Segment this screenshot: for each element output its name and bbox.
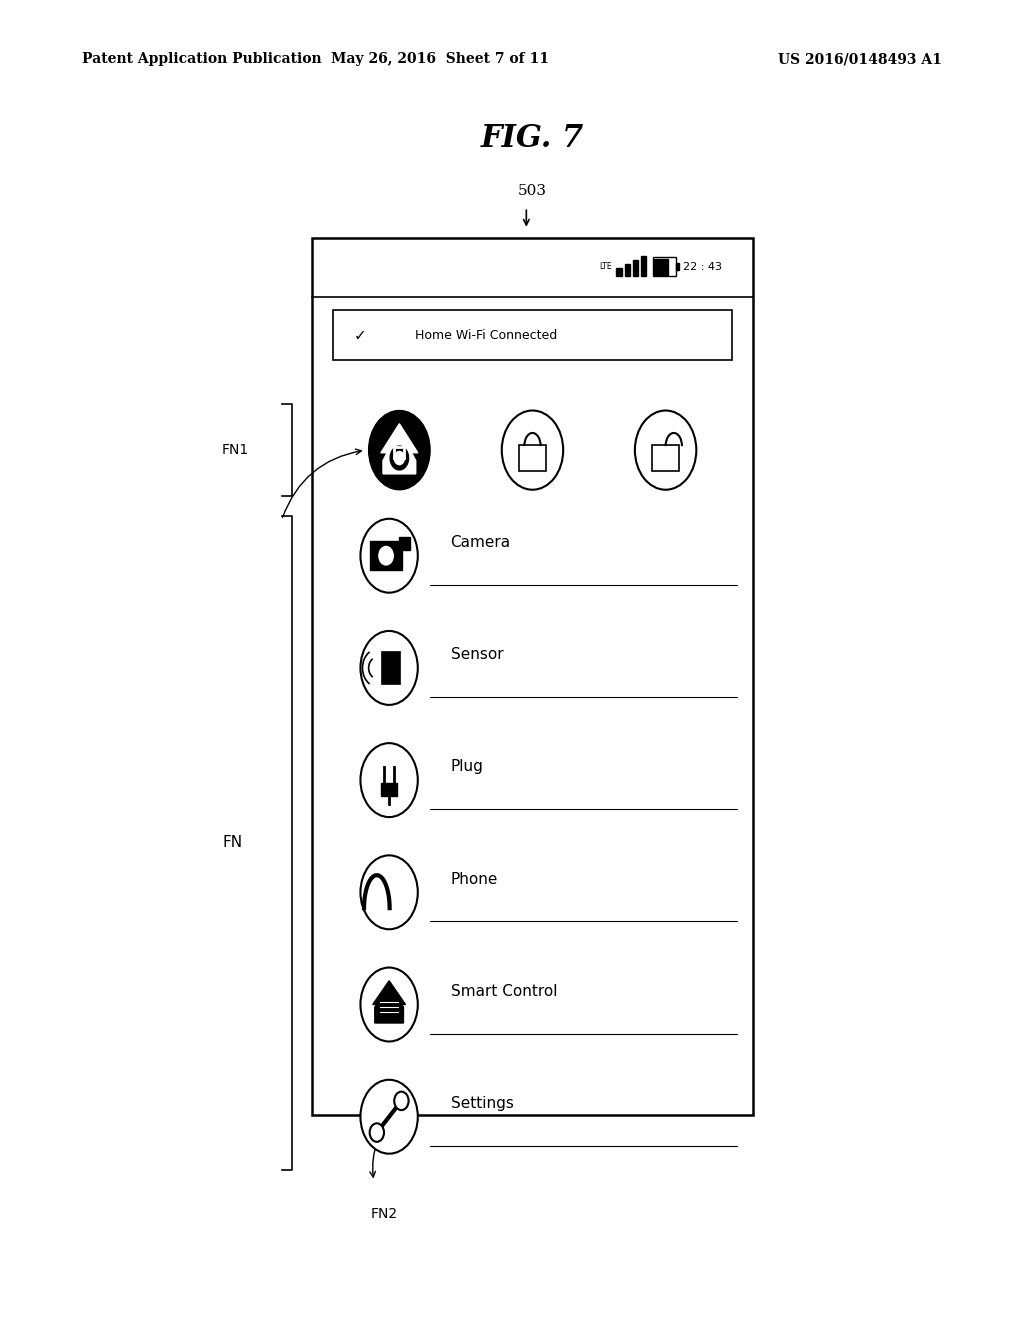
Text: Sensor: Sensor [451,647,503,663]
Text: ✓: ✓ [353,327,366,343]
Text: FIG. 7: FIG. 7 [481,123,584,154]
Text: Home Wi-Fi Connected: Home Wi-Fi Connected [415,329,557,342]
Bar [654,259,668,275]
Circle shape [370,1123,384,1142]
Bar [625,264,630,276]
Circle shape [394,1092,409,1110]
Circle shape [635,411,696,490]
Circle shape [360,519,418,593]
Circle shape [360,968,418,1041]
FancyBboxPatch shape [652,445,679,471]
FancyBboxPatch shape [370,541,402,570]
Polygon shape [381,424,418,453]
Circle shape [369,411,430,490]
Bar [641,256,646,276]
Text: US 2016/0148493 A1: US 2016/0148493 A1 [778,53,942,66]
Circle shape [360,631,418,705]
FancyBboxPatch shape [333,310,732,360]
Bar [382,652,400,684]
Bar [633,260,638,276]
Text: FN1: FN1 [222,444,249,457]
Bar [399,537,410,550]
Text: 503: 503 [518,185,547,198]
Bar [653,257,676,276]
Polygon shape [375,986,403,1023]
Text: Smart Control: Smart Control [451,983,557,999]
FancyBboxPatch shape [519,445,546,471]
Text: Plug: Plug [451,759,483,775]
Circle shape [360,855,418,929]
Circle shape [379,546,393,565]
Polygon shape [373,981,406,1005]
Text: Phone: Phone [451,871,498,887]
Circle shape [390,446,409,470]
Text: Camera: Camera [451,535,511,550]
Circle shape [360,743,418,817]
Bar [381,783,397,796]
Polygon shape [383,429,416,474]
Text: Settings: Settings [451,1096,513,1111]
Bar [676,263,679,271]
FancyBboxPatch shape [312,238,753,1115]
Circle shape [394,451,404,465]
Text: LTE: LTE [599,263,611,271]
Bar [616,268,622,276]
Text: Patent Application Publication: Patent Application Publication [82,53,322,66]
Text: May 26, 2016  Sheet 7 of 11: May 26, 2016 Sheet 7 of 11 [332,53,549,66]
Circle shape [360,1080,418,1154]
Text: FN: FN [222,836,243,850]
Text: 22 : 43: 22 : 43 [683,261,722,272]
Circle shape [502,411,563,490]
Text: FN2: FN2 [371,1208,397,1221]
